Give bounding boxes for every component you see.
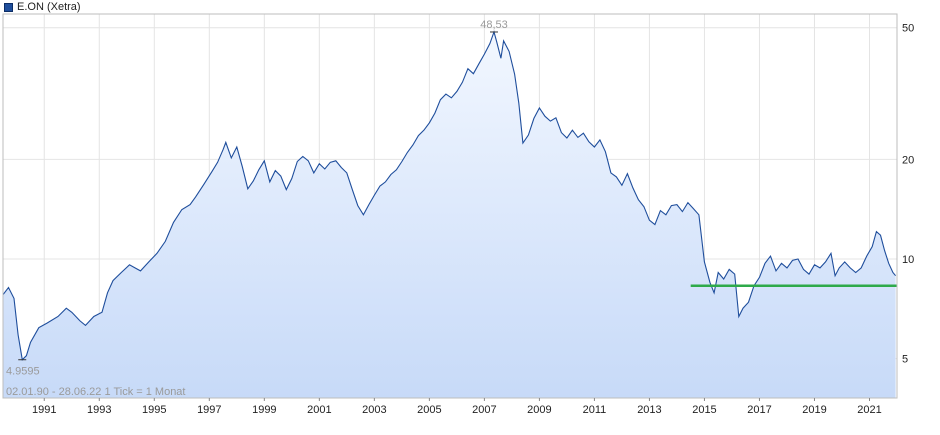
y-tick-label: 10 [902,254,914,266]
price-line [2,30,897,361]
y-tick-label: 20 [902,154,914,166]
x-tick-label: 2011 [583,404,607,416]
x-tick-label: 2017 [747,404,771,416]
x-tick-label: 1991 [32,404,56,416]
legend-swatch [4,2,13,12]
max-marker [18,31,499,361]
y-tick-label: 50 [902,23,914,35]
x-tick-label: 2015 [692,404,716,416]
x-tick-label: 2003 [362,404,386,416]
x-axis: 1991 1993 1995 1997 1999 2001 2003 2005 2007 2009… [32,398,882,416]
min-label: 4.9595 [6,366,40,378]
x-tick-label: 2005 [417,404,441,416]
price-area [3,32,896,398]
x-tick-label: 2021 [857,404,881,416]
max-label: 48,53 [480,19,508,31]
plot-border [2,13,898,399]
x-tick-label: 2019 [802,404,826,416]
y-axis: 5 10 20 50 [902,23,914,366]
x-tick-label: 2001 [307,404,331,416]
y-tick-label: 5 [902,354,908,366]
x-tick-label: 1997 [197,404,221,416]
legend-label: E.ON (Xetra) [17,1,81,13]
chart-footer: 02.01.90 - 28.06.22 1 Tick = 1 Monat [6,386,185,398]
x-tick-label: 2013 [637,404,661,416]
x-tick-label: 1993 [87,404,111,416]
x-tick-label: 2009 [527,404,551,416]
x-tick-label: 1995 [142,404,166,416]
x-tick-label: 2007 [472,404,496,416]
chart-legend: E.ON (Xetra) [4,1,81,13]
x-tick-label: 1999 [252,404,276,416]
